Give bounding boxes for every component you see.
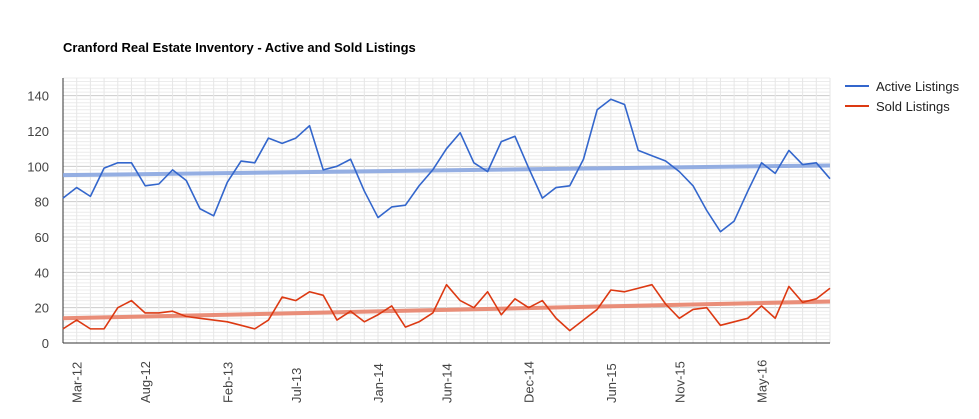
y-tick-label: 60	[35, 230, 49, 245]
x-tick-label: Mar-12	[70, 362, 85, 403]
trendline-sold	[62, 299, 831, 321]
x-tick-label: May-16	[755, 360, 770, 403]
x-tick-label: Aug-12	[138, 361, 153, 403]
y-tick-labels: 0 20 40 60 80 100 120 140	[27, 89, 49, 351]
chart-title: Cranford Real Estate Inventory - Active …	[63, 40, 416, 55]
x-tick-labels: Mar-12 Aug-12 Feb-13 Jul-13 Jan-14 Jun-14 Dec-…	[70, 360, 770, 403]
series-line-active-listings	[62, 98, 831, 233]
x-tick-label: Dec-14	[522, 361, 537, 403]
x-tick-label: Jun-14	[440, 363, 455, 403]
x-tick-label: Nov-15	[672, 361, 687, 403]
y-tick-label: 20	[35, 301, 49, 316]
series-line-sold-listings	[62, 283, 831, 332]
x-tick-label: Jun-15	[604, 363, 619, 403]
x-tick-label: Jan-14	[371, 363, 386, 403]
y-tick-label: 0	[42, 336, 49, 351]
axes	[62, 78, 830, 344]
legend-label: Active Listings	[876, 79, 960, 94]
x-tick-label: Jul-13	[289, 368, 304, 403]
legend: Active Listings Sold Listings	[845, 79, 960, 114]
y-tick-label: 100	[27, 159, 49, 174]
series-lines	[62, 98, 831, 332]
x-tick-label: Feb-13	[220, 362, 235, 403]
y-tick-label: 120	[27, 124, 49, 139]
y-tick-label: 40	[35, 265, 49, 280]
y-tick-label: 80	[35, 195, 49, 210]
legend-label: Sold Listings	[876, 99, 950, 114]
y-tick-label: 140	[27, 89, 49, 104]
trendline-active	[62, 163, 831, 178]
